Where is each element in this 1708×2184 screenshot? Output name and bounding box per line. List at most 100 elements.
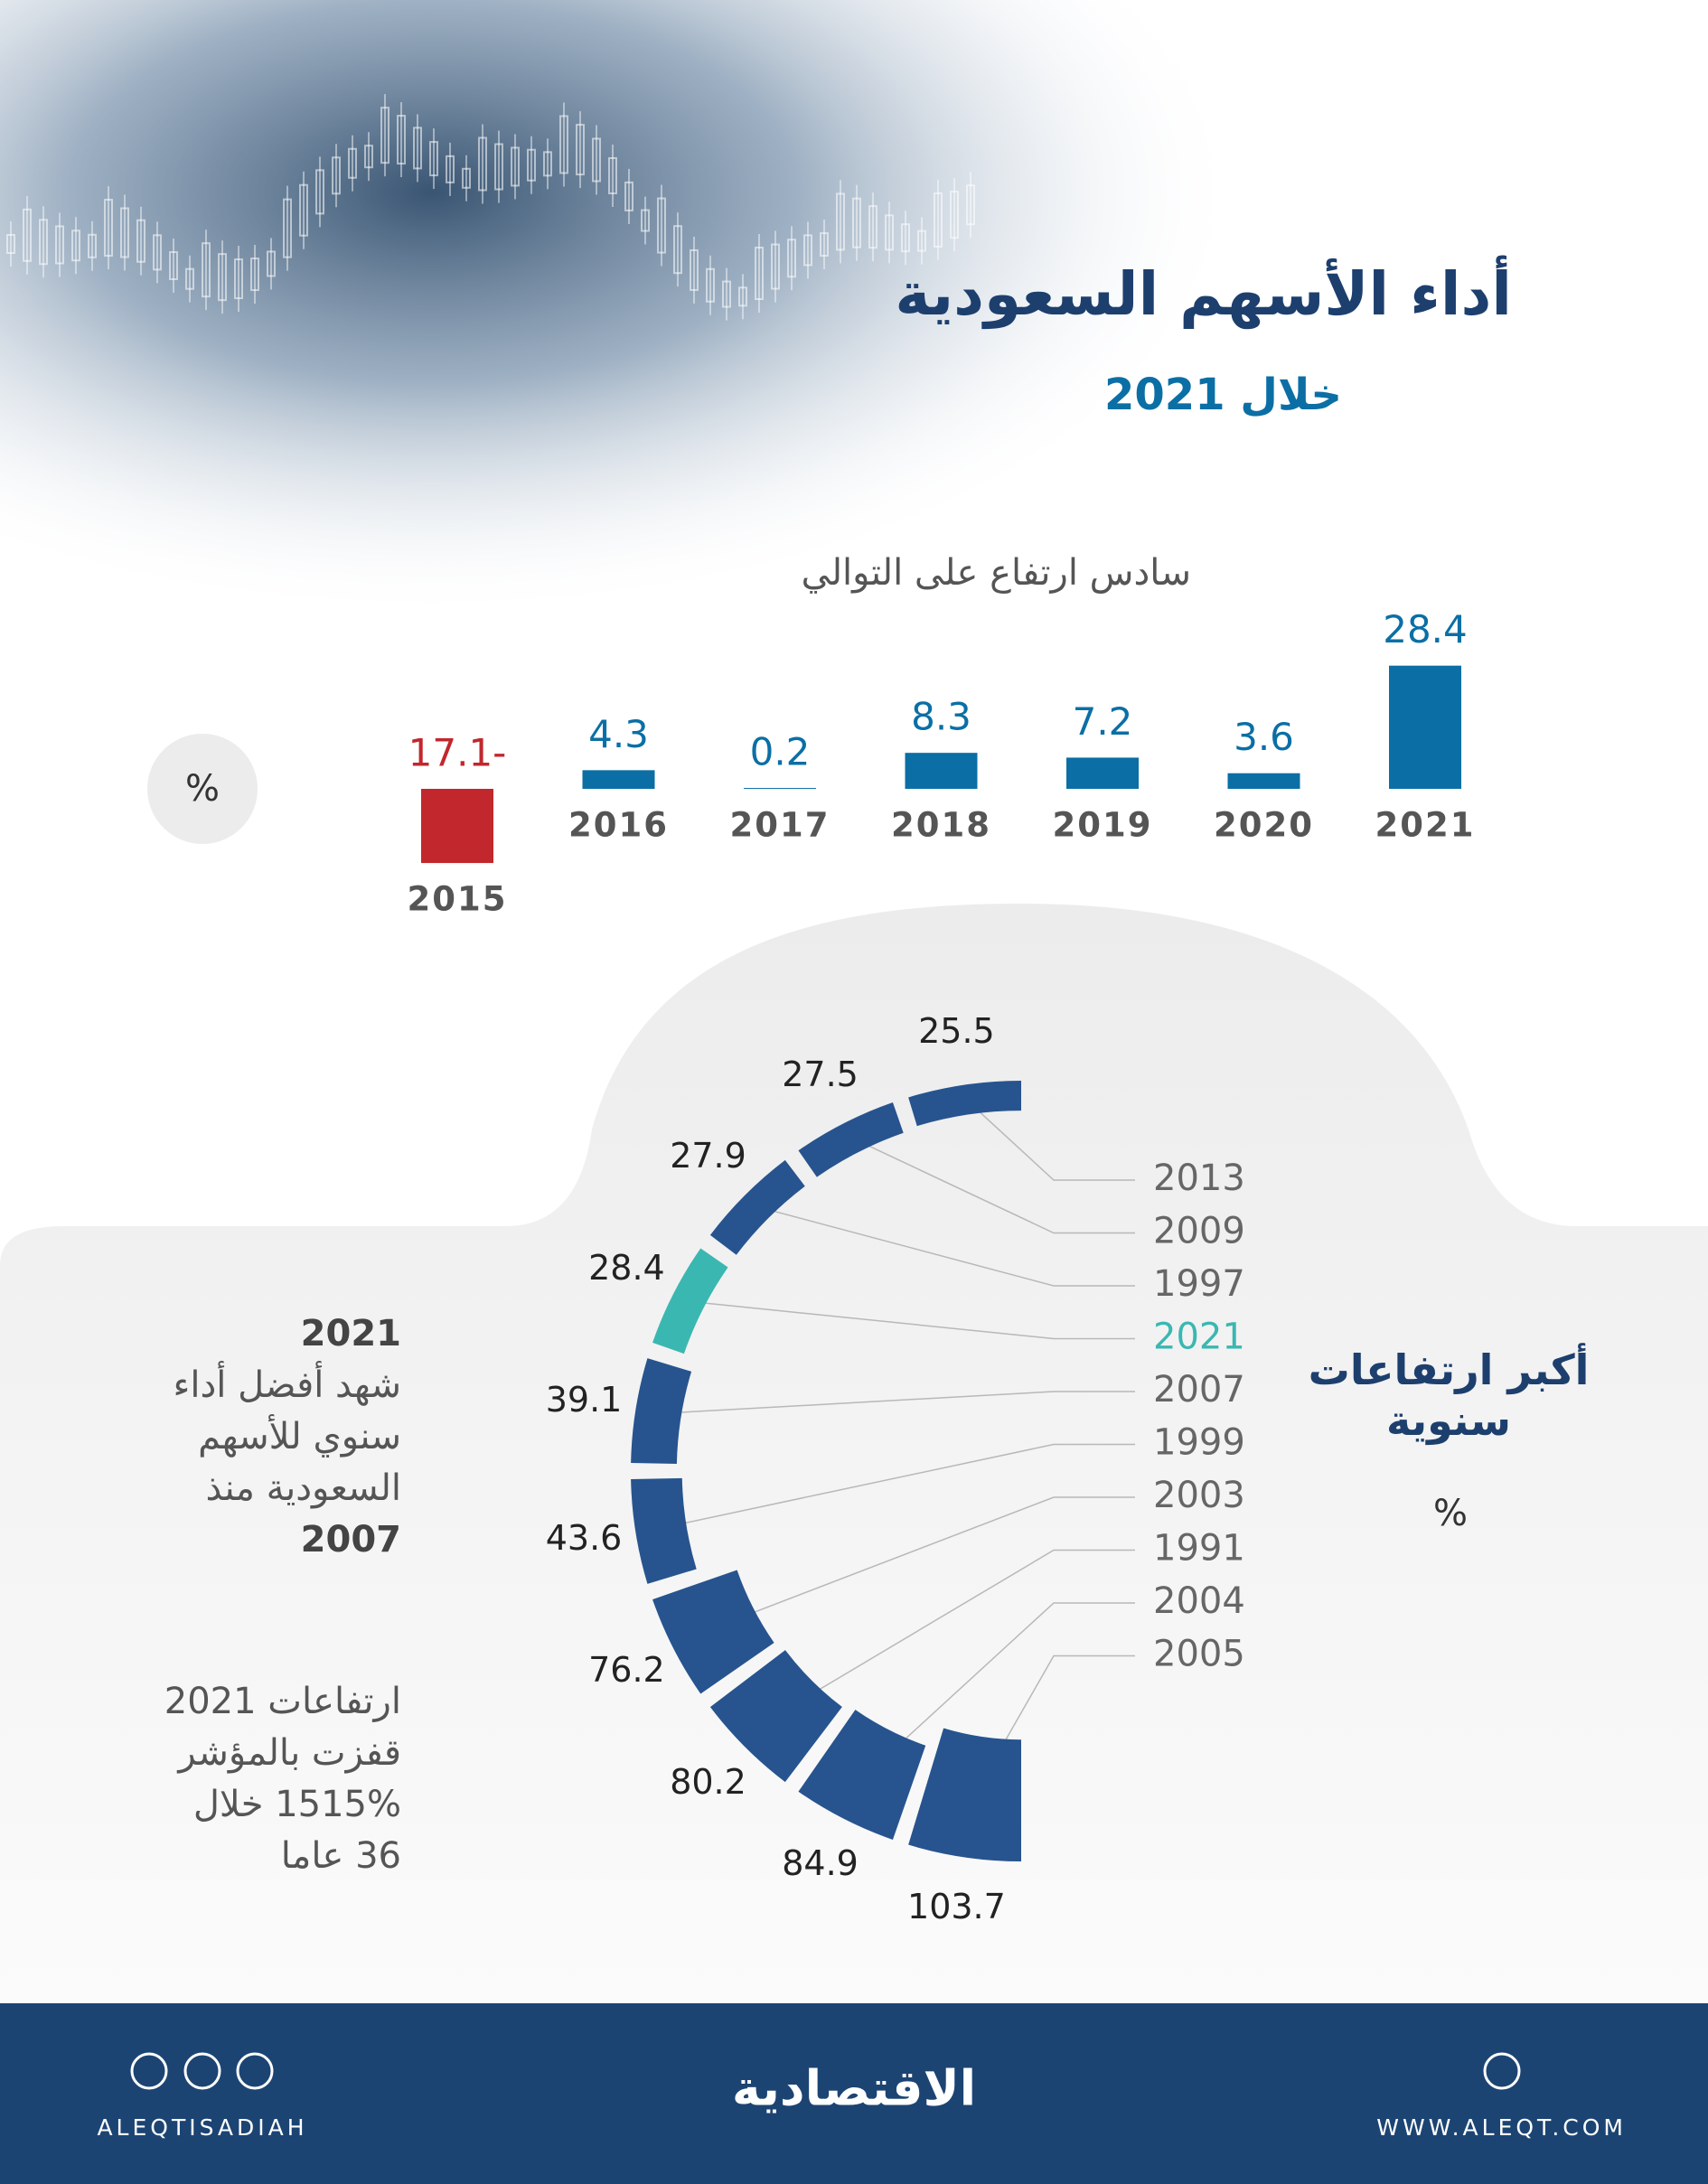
candle-body xyxy=(624,181,633,211)
category-label: 2021 xyxy=(1153,1317,1245,1358)
candle-body xyxy=(185,267,194,290)
category-label: 2013 xyxy=(1153,1158,1245,1199)
candle-body xyxy=(120,207,129,258)
candle-body xyxy=(23,208,32,262)
bar xyxy=(1389,665,1461,789)
candle-body xyxy=(250,258,259,292)
bar xyxy=(421,789,493,864)
candle-body xyxy=(429,141,438,177)
note: ارتفاعات 2021 قفزت بالمؤشر 1515% خلال 36 عا… xyxy=(22,1676,401,1882)
candle-body xyxy=(738,286,747,307)
candle-body xyxy=(6,234,15,254)
category-label: 1997 xyxy=(1153,1263,1245,1305)
category-label: 1991 xyxy=(1153,1528,1245,1570)
category-label: 2004 xyxy=(1153,1580,1245,1622)
note: 2021 شهد أفضل أداء سنوي للأسهم السعودية منذ… xyxy=(22,1308,401,1566)
candle-body xyxy=(218,253,227,302)
candle-body xyxy=(966,184,975,226)
value-label: 43.6 xyxy=(546,1518,623,1558)
social-icons xyxy=(130,2052,1521,2090)
value-label: 27.9 xyxy=(670,1136,746,1176)
candle-body xyxy=(787,239,796,278)
note-line: 36 عاما xyxy=(280,1835,401,1877)
value-label: 8.3 xyxy=(911,695,971,739)
candle-body xyxy=(88,233,97,258)
bar xyxy=(744,788,816,789)
candle-body xyxy=(315,169,324,215)
candle-body xyxy=(348,147,357,179)
candle-body xyxy=(267,250,276,277)
candle-body xyxy=(657,197,666,254)
note-line: قفزت بالمؤشر xyxy=(178,1732,401,1774)
candle-body xyxy=(332,156,341,195)
candle-body xyxy=(755,247,764,301)
x-tick-label: 2016 xyxy=(568,806,669,845)
radial-bar xyxy=(652,1570,774,1694)
candle-body xyxy=(494,143,503,191)
radial-bar xyxy=(631,1477,697,1584)
leader-line xyxy=(688,1300,1135,1340)
bar-chart: 17.1- 2015 4.3 2016 0.2 2017 8.3 2018 7.2 2019 3.6… xyxy=(408,607,1474,919)
candle-body xyxy=(917,230,926,252)
candle-body xyxy=(169,250,178,280)
x-tick-label: 2018 xyxy=(891,806,991,845)
value-label: 7.2 xyxy=(1073,699,1133,744)
candle-body xyxy=(901,223,910,253)
bar xyxy=(582,770,655,789)
candle-body xyxy=(673,225,682,275)
header-image xyxy=(0,0,1310,687)
footer-band xyxy=(0,2003,1708,2184)
footer-handle: ALEQTISADIAH xyxy=(97,2114,307,2141)
radial-bar xyxy=(631,1358,692,1465)
value-label: 17.1- xyxy=(408,731,507,775)
leader-line xyxy=(965,1099,1135,1181)
radial-bar xyxy=(908,1728,1021,1861)
value-label: 28.4 xyxy=(588,1248,665,1288)
candle-body xyxy=(136,219,145,263)
candle-body xyxy=(641,209,650,232)
footer-website: WWW.ALEQT.COM xyxy=(1376,2114,1627,2141)
note-line: 2007 xyxy=(300,1519,401,1561)
category-label: 2003 xyxy=(1153,1475,1245,1516)
candle-body xyxy=(722,280,731,308)
candle-body xyxy=(446,155,455,183)
title: أداء الأسهم السعودية xyxy=(895,255,1512,330)
note-line: السعودية منذ xyxy=(205,1467,401,1509)
twitter-icon[interactable] xyxy=(236,2052,274,2090)
leader-line xyxy=(712,1496,1135,1629)
web-icon[interactable] xyxy=(1483,2052,1521,2090)
value-label: 84.9 xyxy=(782,1843,859,1883)
bar xyxy=(1227,773,1300,789)
value-label: 28.4 xyxy=(1383,607,1468,651)
note-line: 2021 xyxy=(300,1313,401,1354)
value-label: 0.2 xyxy=(750,730,811,774)
subtitle: خلال 2021 xyxy=(1104,370,1342,420)
facebook-icon[interactable] xyxy=(183,2052,221,2090)
category-label: 2009 xyxy=(1153,1211,1245,1252)
value-label: 76.2 xyxy=(588,1650,665,1690)
radial-unit: % xyxy=(1432,1493,1468,1534)
bar-chart-title: سادس ارتفاع على التوالي xyxy=(802,552,1191,594)
unit-badge xyxy=(147,734,258,844)
candle-body xyxy=(576,124,585,176)
radial-chart: 25.5 2013 27.5 2009 27.9 1997 28.4 2021 39.1 2007… xyxy=(546,1011,1245,1926)
candle-body xyxy=(543,151,552,177)
x-tick-label: 2015 xyxy=(408,880,508,919)
candle-body xyxy=(836,192,845,251)
x-tick-label: 2020 xyxy=(1214,806,1314,845)
candle-body xyxy=(478,136,487,192)
candle-body xyxy=(950,191,959,239)
instagram-icon[interactable] xyxy=(130,2052,168,2090)
leader-line xyxy=(658,1391,1135,1415)
note-line: شهد أفضل أداء xyxy=(173,1364,401,1406)
category-label: 2005 xyxy=(1153,1634,1245,1675)
value-label: 80.2 xyxy=(670,1762,746,1802)
header-decoration xyxy=(6,94,975,321)
candle-body xyxy=(202,242,211,298)
candle-body xyxy=(234,258,243,300)
candle-body xyxy=(397,115,406,165)
candle-body xyxy=(364,145,373,169)
leader-lines xyxy=(658,1099,1135,1798)
